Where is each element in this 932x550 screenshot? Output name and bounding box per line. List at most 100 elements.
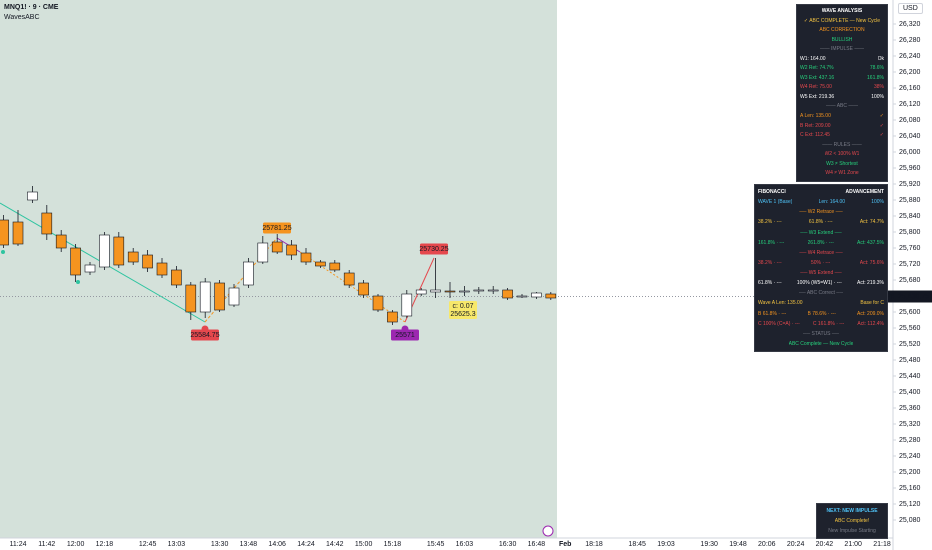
candle-body [401,293,413,317]
x-tick-label: 14:42 [326,541,344,548]
candle-body [99,234,110,268]
candle-body [415,289,427,295]
y-tick-label: 25,440 [899,373,921,380]
annotation-label: 25625.3 [450,311,475,318]
y-tick-label: 25,880 [899,197,921,204]
pivot-dot [1,250,5,254]
panel-cell: C 100% (C=A) · --- [758,320,800,327]
x-tick-label: 15:18 [384,541,402,548]
panel-row: ── ABC Correct ── [758,288,884,298]
candle-body [70,247,81,276]
panel-row: ── STATUS ── [758,329,884,339]
panel-row: Wave A Len: 135.00 Base for C [758,298,884,308]
y-tick-label: 26,080 [899,117,921,124]
panel-cell: 61.8% · --- [808,219,833,226]
y-tick-label: 25,800 [899,229,921,236]
y-tick-label: 25,160 [899,485,921,492]
panel-cell: A Len: 135.00 [800,113,831,120]
panel-cell: New Impulse Starting [828,528,876,534]
panel-row: ABC Complete — New Cycle [758,339,884,349]
panel-row: NEXT: NEW IMPULSE [820,506,884,516]
y-tick-label: 25,200 [899,469,921,476]
x-tick-label: 12:00 [67,541,85,548]
x-tick-label: 20:42 [816,541,834,548]
panel-cell: WAVE 1 (Base) [758,199,793,206]
candle-body [185,284,197,313]
y-tick-label: 25,680 [899,277,921,284]
panel-cell: Base for C [860,300,884,307]
y-tick-label: 25,320 [899,421,921,428]
panel-cell: —— IMPULSE —— [819,46,865,53]
candle-body [343,272,355,286]
candle-body [171,269,182,286]
candle-body [444,290,456,293]
panel-row: 61.8% · --- 100% (W5=W1) · --- Act: 219.3% [758,278,884,288]
candle-body [156,262,168,276]
panel-cell: Ok [877,55,884,62]
annotation-label: 25571 [395,332,415,339]
panel-cell: ── W2 Retrace ── [799,209,843,216]
panel-row: WAVE 1 (Base) Len: 164.00 100% [758,197,884,207]
panel-cell: 161.8% [867,74,884,81]
panel-row: B 61.8% · --- B 78.6% · --- Act: 209.0% [758,309,884,319]
candle-body [286,244,297,256]
panel-cell: ABC Complete — New Cycle [788,340,854,347]
x-tick-label: 19:48 [729,541,747,548]
panel-row: W2 < 100% W1 [800,150,884,160]
candle-body [55,234,67,249]
y-tick-label: 25,760 [899,245,921,252]
annotation-label: 25730.25 [419,246,448,253]
candle-body [516,295,528,298]
panel-cell: W4 ≠ W1 Zone [825,170,859,177]
candle-body [502,289,513,299]
candle-body [12,221,24,245]
y-tick-label: 26,280 [899,37,921,44]
x-tick-label: 18:45 [628,541,646,548]
event-icon [542,525,554,537]
panel-cell: FIBONACCI [758,189,786,195]
panel-cell: B 78.6% · --- [807,310,836,317]
x-tick-label: 13:30 [211,541,229,548]
panel-cell: ── W3 Extend ── [800,229,842,236]
annotation-label: 25584.75 [190,332,219,339]
next-panel: NEXT: NEW IMPULSE ABC Complete! New Impuls… [816,503,888,539]
x-tick-label: 15:45 [427,541,445,548]
candle-body [41,212,53,235]
panel-cell: Act: 437.5% [857,239,884,246]
panel-row: W5 Ext: 219.36 100% [800,93,884,103]
y-tick-label: 25,360 [899,405,921,412]
panel-row: FIBONACCI ADVANCEMENT [758,187,884,197]
y-tick-label: 26,040 [899,133,921,140]
x-tick-label: Feb [559,541,571,548]
panel-cell: Act: 75.6% [859,259,884,266]
x-tick-label: 19:30 [700,541,718,548]
panel-cell: ✓ [879,113,884,120]
x-tick-label: 12:18 [96,541,114,548]
x-tick-label: 19:03 [657,541,675,548]
panel-cell: 50% · --- [810,259,831,266]
y-tick-label: 25,720 [899,261,921,268]
y-tick-label: 25,960 [899,165,921,172]
candle-body [473,289,485,292]
y-tick-label: 25,560 [899,325,921,332]
y-tick-label: 26,120 [899,101,921,108]
annotation-box [263,222,291,234]
panel-cell: ADVANCEMENT [845,189,884,195]
panel-cell: 161.8% · --- [758,239,785,246]
panel-row: ✓ ABC COMPLETE — New Cycle [800,17,884,27]
panel-cell: Len: 164.00 [818,199,846,206]
candle-body [271,241,283,253]
wave-panel: WAVE ANALYSIS ✓ ABC COMPLETE — New Cycle A… [796,4,888,182]
y-tick-label: 26,000 [899,149,921,156]
panel-cell: B 61.8% · --- [758,310,787,317]
annotation-box [420,243,448,255]
y-tick-label: 26,200 [899,69,921,76]
panel-cell: W3 ≠ Shortest [826,160,858,167]
panel-row: BULLISH [800,36,884,46]
panel-row: W1: 164.00 Ok [800,55,884,65]
panel-row: A Len: 135.00 ✓ [800,112,884,122]
currency[interactable]: USD [898,3,923,14]
panel-row: ── W4 Retrace ── [758,248,884,258]
panel-cell: 100% (W5=W1) · --- [796,280,842,287]
candle-body [0,219,9,246]
